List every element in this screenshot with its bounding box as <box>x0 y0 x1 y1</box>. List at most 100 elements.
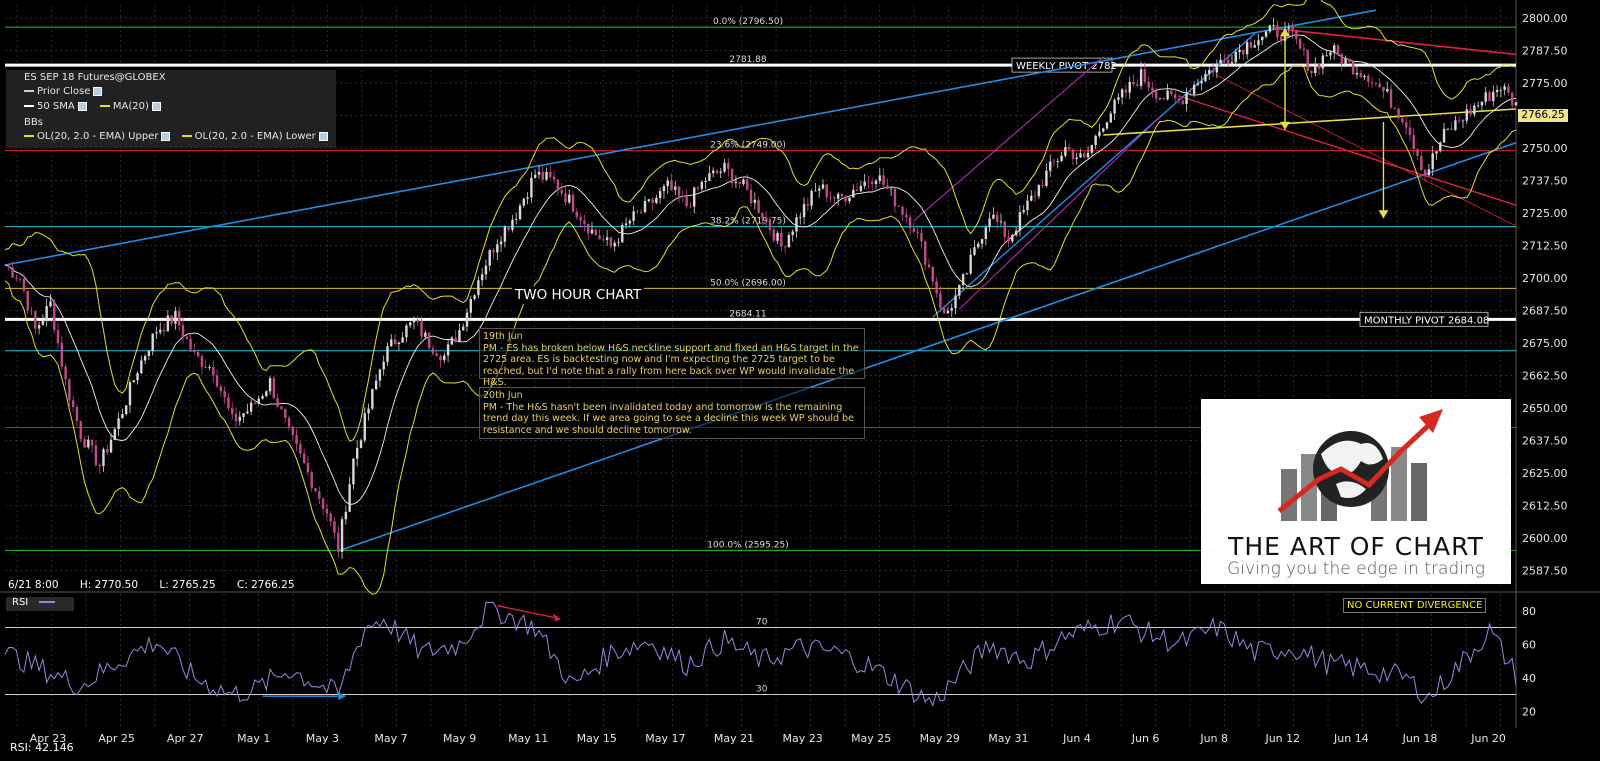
monthly-pivot-tag-box <box>1359 311 1489 327</box>
candle-body <box>1298 39 1302 49</box>
candle-body <box>931 267 935 282</box>
legend-prior-close[interactable]: Prior Close <box>24 86 103 97</box>
candle-body <box>670 180 673 190</box>
candle-body <box>1495 89 1499 92</box>
ohlc-close-wrap: C: 2766.25 <box>236 579 295 591</box>
candle-body <box>26 290 29 311</box>
candle-body <box>579 217 582 221</box>
candle-body <box>128 382 132 406</box>
price-tick-label: 2625.00 <box>1522 467 1568 480</box>
candle-body <box>215 375 219 387</box>
candle-body <box>427 332 431 349</box>
candle-body <box>893 188 897 207</box>
candle-body <box>719 171 722 173</box>
candle-body <box>1351 61 1355 75</box>
candle-body <box>174 311 177 324</box>
sma-checkbox[interactable] <box>77 101 87 111</box>
legend-symbol-text: ES SEP 18 Futures@GLOBEX <box>24 72 166 83</box>
weekly-pivot-label: 2781.88 <box>729 55 766 65</box>
legend-sma[interactable]: 50 SMA MA(20) <box>24 101 161 112</box>
candle-body <box>223 391 226 398</box>
candle-body <box>492 250 495 253</box>
candle-body <box>605 237 609 240</box>
lower-checkbox[interactable] <box>318 131 328 141</box>
chart-annotation-title: TWO HOUR CHART <box>512 286 645 304</box>
ma-checkbox[interactable] <box>151 101 161 111</box>
rsi-bear-div-head <box>553 613 562 622</box>
candle-body <box>291 426 295 436</box>
candle-body <box>348 484 351 512</box>
candle-body <box>1514 102 1518 106</box>
candle-body <box>1170 90 1173 95</box>
rsi-bull-div-head <box>338 692 347 701</box>
time-tick-label: Jun 6 <box>1131 732 1160 745</box>
candle-body <box>219 386 223 392</box>
candle-body <box>98 464 101 467</box>
candle-body <box>106 449 109 453</box>
candle-body <box>1344 58 1347 65</box>
candle-body <box>836 193 840 199</box>
candle-body <box>1211 69 1215 73</box>
candle-body <box>526 197 529 199</box>
candle-body <box>700 182 704 189</box>
candle-body <box>897 206 900 207</box>
candle-body <box>333 521 336 533</box>
upper-swatch <box>24 135 34 137</box>
upper-checkbox[interactable] <box>161 131 171 141</box>
candle-body <box>590 229 594 234</box>
candle-body <box>238 416 241 422</box>
candle-body <box>1056 160 1059 162</box>
candle-body <box>1064 147 1067 156</box>
candle-body <box>458 330 461 343</box>
candle-body <box>545 171 548 180</box>
candle-body <box>231 408 234 414</box>
candle-body <box>1124 89 1128 93</box>
candle-body <box>1507 86 1510 93</box>
inner-channel-line <box>932 33 1256 318</box>
time-tick-label: May 3 <box>306 732 339 745</box>
candle-body <box>1208 69 1211 74</box>
candle-body <box>1397 108 1400 119</box>
candle-body <box>1461 120 1465 122</box>
candle-body <box>1162 98 1166 100</box>
candle-body <box>318 491 321 499</box>
candle-body <box>1071 149 1075 160</box>
candle-body <box>1416 148 1419 156</box>
candle-body <box>371 389 374 409</box>
legend-bbs-lines[interactable]: OL(20, 2.0 - EMA) Upper OL(20, 2.0 - EMA… <box>24 131 328 142</box>
hs-target-arrow-head <box>1378 210 1389 219</box>
rsi-legend[interactable]: RSI <box>6 597 74 611</box>
candle-body <box>859 185 863 191</box>
time-tick-label: May 23 <box>782 732 822 745</box>
candle-body <box>537 171 541 175</box>
time-tick-label: Jun 20 <box>1470 732 1506 745</box>
candle-body <box>420 321 423 337</box>
candle-body <box>1249 42 1253 48</box>
candle-body <box>401 337 404 343</box>
rsi-tick-label: 40 <box>1522 672 1536 685</box>
price-tick-label: 2600.00 <box>1522 532 1568 545</box>
candle-body <box>435 353 438 357</box>
candle-body <box>848 197 851 202</box>
prior-close-checkbox[interactable] <box>93 86 103 96</box>
candle-body <box>939 293 942 309</box>
candle-body <box>416 319 419 322</box>
candle-body <box>980 238 984 244</box>
candle-body <box>170 315 173 324</box>
candle-body <box>560 190 563 194</box>
candle-body <box>753 199 757 203</box>
bollinger-bands <box>4 0 1517 595</box>
rsi-bear-div-arrow <box>497 605 555 619</box>
candle-body <box>1310 70 1313 73</box>
red-thin-line <box>1216 74 1517 227</box>
candle-body <box>575 211 579 218</box>
last-price-tag: 2766.25 <box>1518 109 1568 122</box>
candle-body <box>1223 59 1226 61</box>
candle-body <box>454 337 457 343</box>
candle-body <box>234 413 238 422</box>
candle-body <box>1253 45 1256 48</box>
candle-body <box>935 281 938 294</box>
candle-body <box>1037 185 1041 197</box>
candle-body <box>780 232 783 247</box>
price-tick-label: 2787.50 <box>1522 45 1568 58</box>
